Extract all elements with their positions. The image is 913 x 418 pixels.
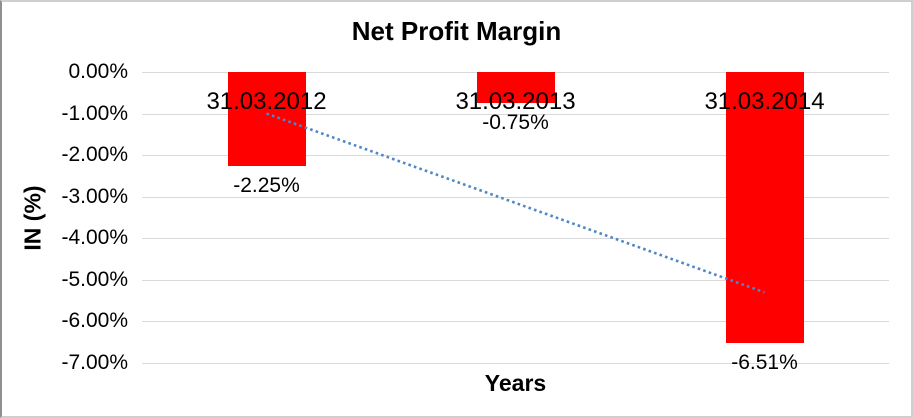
- gridline: [142, 321, 889, 322]
- bar-data-label: -6.51%: [731, 350, 798, 374]
- y-tick-label: -3.00%: [61, 185, 128, 208]
- bar: [227, 72, 306, 166]
- gridline: [142, 280, 889, 281]
- trendline: [266, 112, 765, 294]
- y-tick-label: -1.00%: [61, 102, 128, 125]
- x-category-label: 31.03.2014: [704, 88, 825, 115]
- y-tick-label: 0.00%: [68, 60, 128, 83]
- y-tick-label: -2.00%: [61, 143, 128, 166]
- gridline: [142, 114, 889, 115]
- bar-data-label: -0.75%: [482, 111, 549, 135]
- gridline: [142, 197, 889, 198]
- chart-title: Net Profit Margin: [351, 16, 562, 46]
- x-axis-title: Years: [484, 370, 547, 396]
- gridline: [142, 155, 889, 156]
- bar: [725, 72, 804, 343]
- y-tick-label: -4.00%: [61, 226, 128, 249]
- x-category-label: 31.03.2013: [455, 88, 576, 115]
- trendline-line: [266, 112, 765, 294]
- x-category-label: 31.03.2012: [206, 88, 327, 115]
- gridline: [142, 238, 889, 239]
- bar-data-label: -2.25%: [233, 173, 300, 197]
- gridline: [142, 363, 889, 364]
- y-tick-label: -6.00%: [61, 309, 128, 332]
- y-tick-label: -5.00%: [61, 268, 128, 291]
- bar: [476, 72, 555, 104]
- y-tick-label: -7.00%: [61, 351, 128, 374]
